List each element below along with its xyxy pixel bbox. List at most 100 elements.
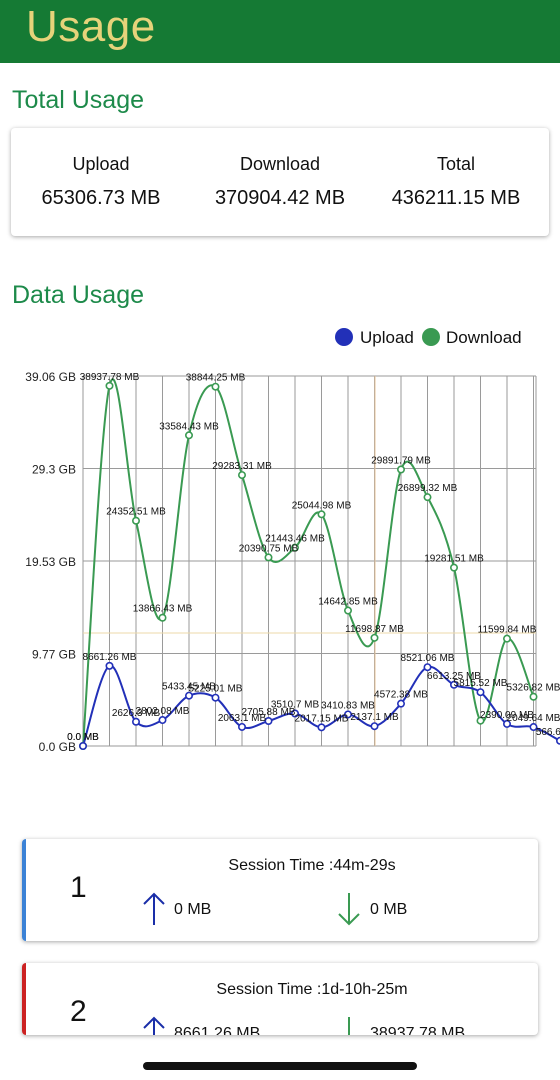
download-data-label: 5326.82 MB bbox=[507, 683, 560, 694]
download-point bbox=[105, 381, 114, 390]
upload-data-label: 8661.26 MB bbox=[83, 652, 137, 663]
upload-point bbox=[449, 680, 458, 689]
total-usage-title: Total Usage bbox=[12, 86, 145, 114]
download-point bbox=[290, 543, 299, 552]
upload-label: Upload bbox=[72, 154, 130, 174]
download-data-label: 29283.31 MB bbox=[212, 461, 272, 472]
download-data-label: 14642.85 MB bbox=[318, 597, 378, 608]
upload-data-label: 6613.25 MB bbox=[427, 671, 481, 682]
upload-point bbox=[343, 710, 352, 719]
total-value: 436211.15 MB bbox=[391, 187, 521, 209]
upload-point bbox=[105, 661, 114, 670]
upload-data-label: 4572.38 MB bbox=[374, 690, 428, 701]
data-usage-title: Data Usage bbox=[12, 281, 145, 309]
upload-data-label: 3410.83 MB bbox=[321, 700, 375, 711]
arrow-down-icon bbox=[348, 1017, 350, 1035]
y-tick-label: 39.06 GB bbox=[25, 370, 76, 384]
upload-point bbox=[132, 717, 141, 726]
download-data-label: 33584.43 MB bbox=[159, 421, 219, 432]
legend-download-swatch bbox=[422, 328, 440, 346]
upload-point bbox=[396, 699, 405, 708]
upload-data-label: 2137.1 MB bbox=[350, 712, 399, 723]
legend-upload-label: Upload bbox=[360, 328, 414, 347]
download-value: 370904.42 MB bbox=[214, 187, 346, 209]
session-card[interactable]: 1 Session Time :44m-29s 0 MB 0 MB bbox=[22, 839, 538, 941]
download-point bbox=[423, 493, 432, 502]
session-index: 1 bbox=[70, 871, 87, 904]
download-point bbox=[185, 431, 194, 440]
download-point bbox=[476, 716, 485, 725]
home-indicator[interactable] bbox=[143, 1062, 417, 1070]
upload-point bbox=[158, 716, 167, 725]
total-label: Total bbox=[436, 154, 476, 174]
upload-data-label: 2063.1 MB bbox=[218, 713, 267, 724]
download-point bbox=[343, 606, 352, 615]
download-data-label: 38844.25 MB bbox=[186, 373, 246, 384]
download-data-label: 11599.84 MB bbox=[478, 625, 537, 636]
total-usage-card: Upload 65306.73 MB Download 370904.42 MB… bbox=[11, 128, 549, 236]
upload-point bbox=[529, 723, 538, 732]
upload-data-label: 5225.01 MB bbox=[189, 684, 243, 695]
upload-point bbox=[79, 741, 88, 750]
download-point bbox=[502, 634, 511, 643]
download-data-label: 21443.46 MB bbox=[265, 534, 325, 545]
arrow-up-icon bbox=[143, 1016, 165, 1035]
download-data-label: 19281.51 MB bbox=[424, 554, 484, 565]
upload-data-label: 2390.09 MB bbox=[480, 710, 534, 721]
download-point bbox=[317, 510, 326, 519]
download-point bbox=[158, 613, 167, 622]
arrow-down-icon bbox=[338, 893, 360, 926]
app-bar: Usage bbox=[0, 0, 560, 63]
session-accent-bar bbox=[22, 839, 26, 941]
download-point bbox=[529, 692, 538, 701]
session-download: 38937.78 MB bbox=[370, 1025, 466, 1035]
download-data-label: 11698.87 MB bbox=[345, 624, 404, 635]
download-point bbox=[396, 465, 405, 474]
upload-point bbox=[317, 723, 326, 732]
download-point bbox=[132, 516, 141, 525]
upload-data-label: 2049.64 MB bbox=[507, 713, 560, 724]
upload-point bbox=[423, 663, 432, 672]
download-data-label: 24352.51 MB bbox=[106, 507, 166, 518]
upload-data-label: 2705.88 MB bbox=[242, 707, 296, 718]
chart-data-labels: 0.0 MB 38937.78 MB 24352.51 MB 13866.43 MB 3… bbox=[67, 372, 560, 743]
download-point bbox=[264, 553, 273, 562]
download-data-label: 38937.78 MB bbox=[80, 372, 140, 383]
session-time: Session Time :1d-10h-25m bbox=[216, 981, 408, 998]
session-time: Session Time :44m-29s bbox=[228, 857, 396, 874]
upload-data-label: 0.0 MB bbox=[67, 732, 99, 743]
upload-point bbox=[290, 709, 299, 718]
data-usage-chart[interactable]: 0.0 GB 9.77 GB 19.53 GB 29.3 GB 39.06 GB 0.0… bbox=[0, 320, 560, 760]
download-point bbox=[449, 563, 458, 572]
y-tick-label: 19.53 GB bbox=[25, 555, 76, 569]
upload-point bbox=[185, 691, 194, 700]
download-data-label: 0.0 MB bbox=[67, 732, 99, 743]
session-card[interactable]: 2 Session Time :1d-10h-25m 8661.26 MB 38… bbox=[22, 963, 538, 1035]
y-tick-label: 0.0 GB bbox=[39, 740, 76, 754]
upload-data-label: 5433.45 MB bbox=[162, 682, 216, 693]
session-download: 0 MB bbox=[370, 901, 408, 918]
y-axis: 0.0 GB 9.77 GB 19.53 GB 29.3 GB 39.06 GB bbox=[25, 370, 76, 754]
upload-point bbox=[476, 688, 485, 697]
download-point bbox=[370, 633, 379, 642]
legend-download-label: Download bbox=[446, 328, 522, 347]
app-title: Usage bbox=[26, 2, 156, 51]
download-data-label: 25044.98 MB bbox=[292, 500, 352, 511]
download-point bbox=[211, 382, 220, 391]
download-data-label: 20390.75 MB bbox=[239, 543, 299, 554]
upload-point bbox=[370, 722, 379, 731]
upload-data-label: 5815.52 MB bbox=[454, 678, 508, 689]
upload-data-label: 2017.15 MB bbox=[295, 713, 349, 724]
upload-data-label: 3510.7 MB bbox=[271, 700, 320, 711]
upload-point bbox=[211, 693, 220, 702]
session-accent-bar bbox=[22, 963, 26, 1035]
download-point bbox=[238, 471, 247, 480]
upload-data-label: 2626.3 MB bbox=[112, 708, 161, 719]
chart-points bbox=[79, 381, 560, 750]
upload-data-label: 8521.06 MB bbox=[401, 653, 455, 664]
chart-legend: Upload Download bbox=[335, 328, 522, 347]
download-label: Download bbox=[239, 154, 321, 174]
download-data-label: 13866.43 MB bbox=[133, 604, 193, 615]
download-data-label: 29891.79 MB bbox=[371, 455, 431, 466]
download-data-label: 26899.32 MB bbox=[398, 483, 458, 494]
